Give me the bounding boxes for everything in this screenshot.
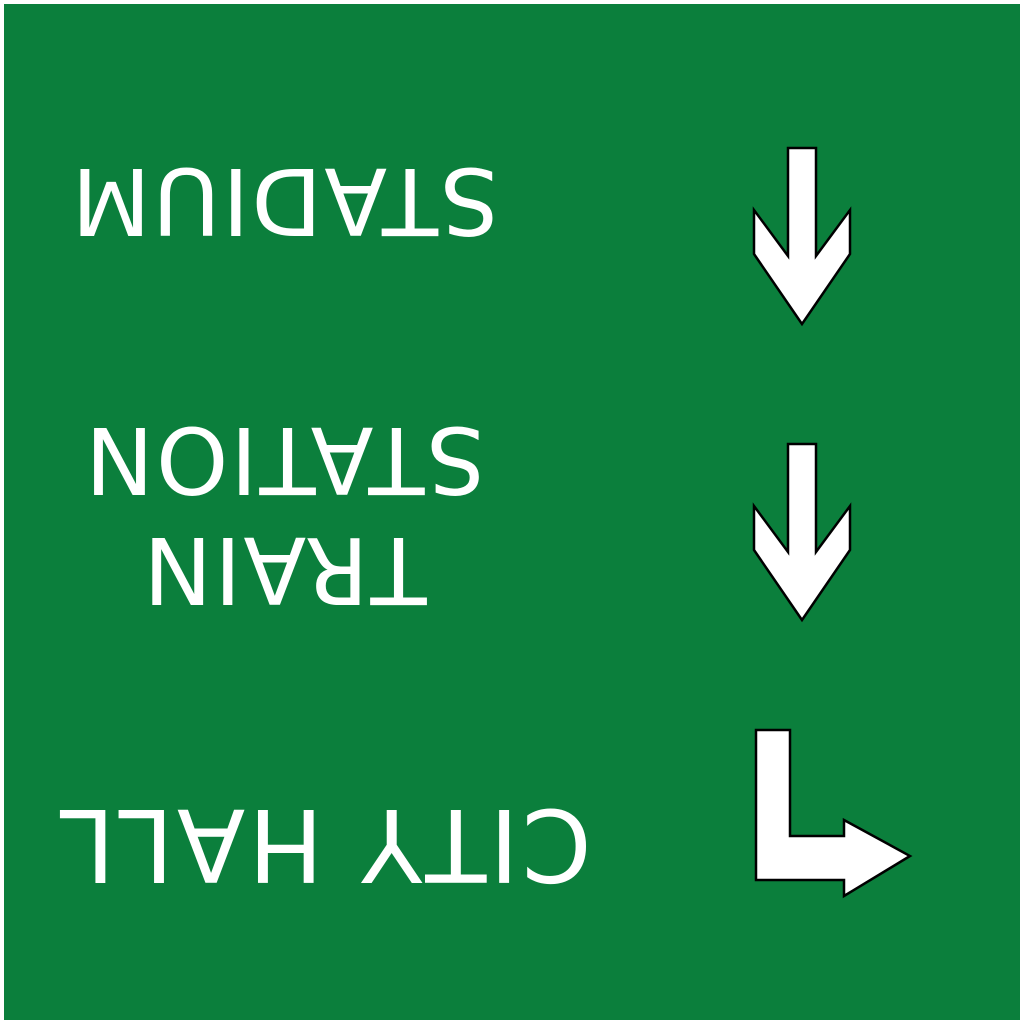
destination-stadium-label: STADIUM <box>69 147 499 254</box>
road-sign: STADIUM TRAIN STATION CITY HALL <box>4 4 1020 1020</box>
arrow-turn-right-icon <box>754 728 913 899</box>
destination-train-station-line1: TRAIN <box>141 516 427 623</box>
destination-train-station-label: TRAIN STATION <box>64 404 504 624</box>
arrow-down-icon <box>752 442 852 623</box>
destination-train-station-line2: STATION <box>83 406 485 513</box>
arrow-down-icon <box>752 146 852 327</box>
destination-city-hall-label: CITY HALL <box>56 786 592 903</box>
